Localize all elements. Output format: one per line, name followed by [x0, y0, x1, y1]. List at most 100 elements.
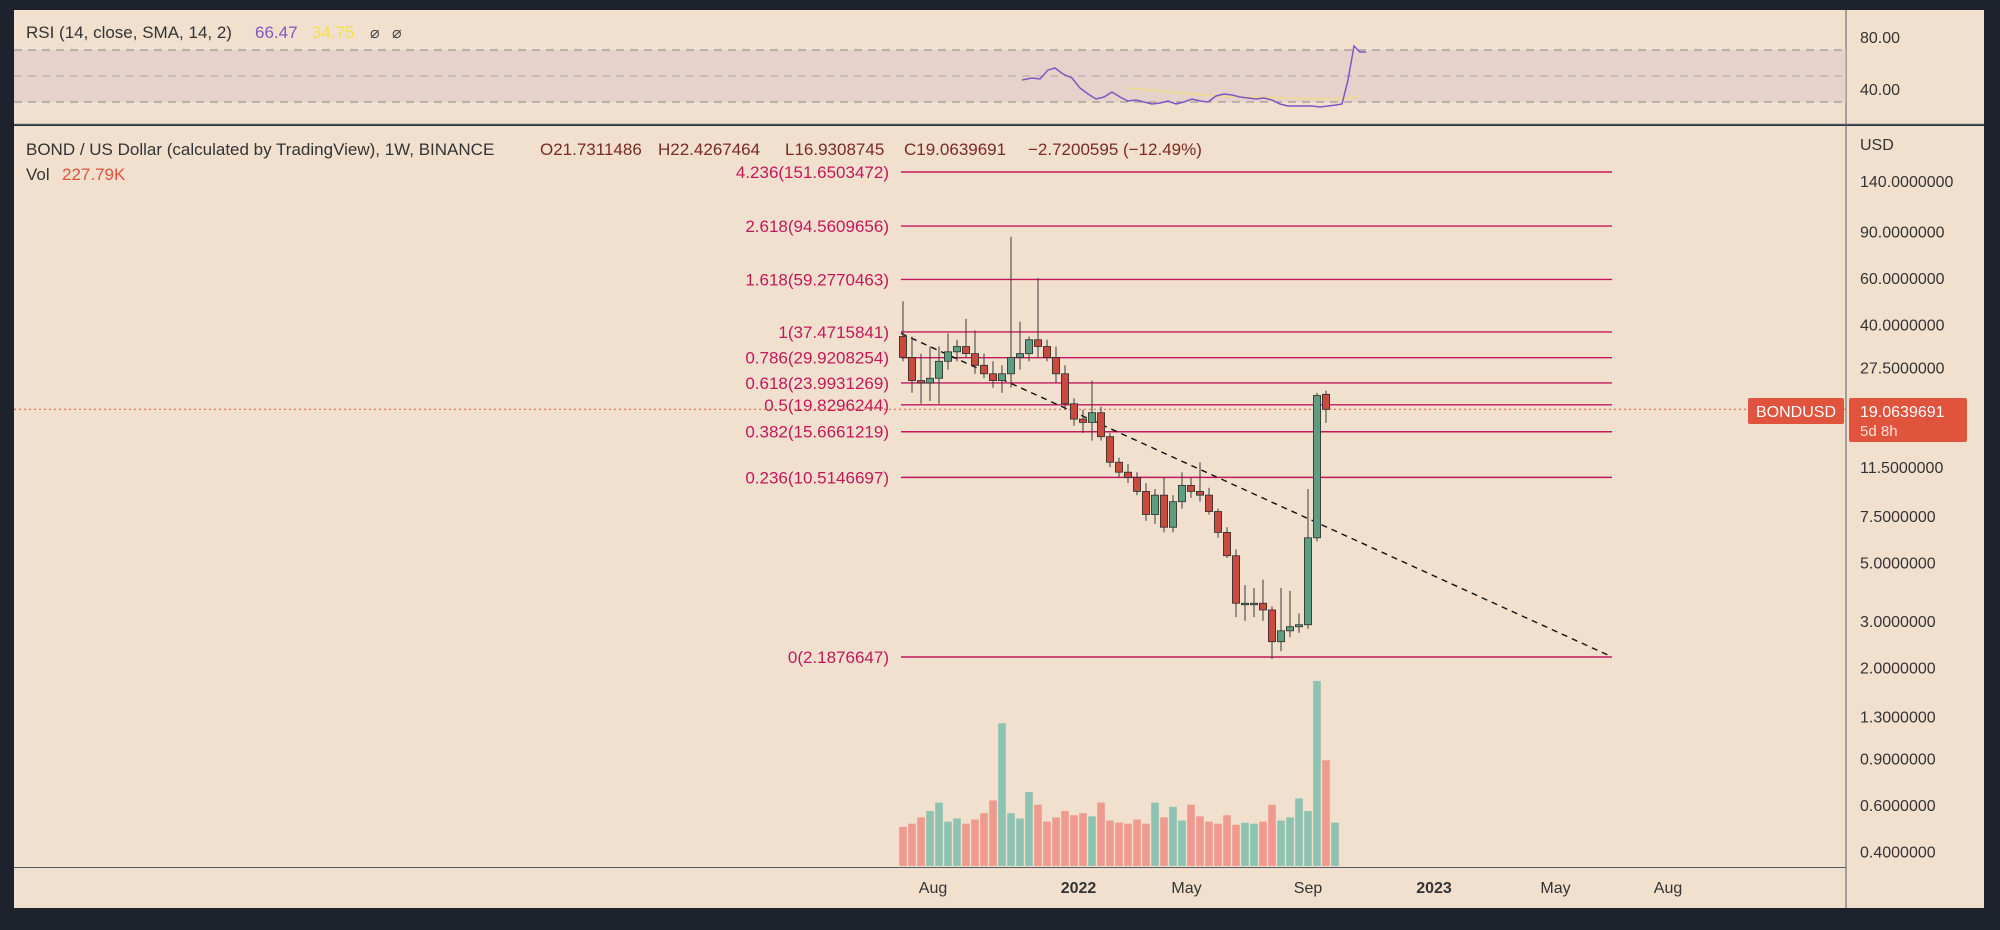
volume-bar [1232, 824, 1240, 866]
price-axis[interactable]: 140.0000000 90.0000000 60.0000000 40.000000… [1860, 174, 1954, 861]
fib-level-label: 2.618(94.5609656) [745, 217, 889, 236]
volume-bar [1223, 815, 1231, 866]
volume-bar [1088, 816, 1096, 866]
candle-body [899, 336, 908, 358]
volume-bar [1304, 811, 1312, 866]
rsi-sma-line [1127, 87, 1361, 100]
volume-bar [1205, 821, 1213, 866]
time-axis-label: May [1171, 880, 1201, 897]
price-axis-label: 0.9000000 [1860, 752, 1936, 769]
volume-bar [899, 826, 907, 866]
price-axis-label: 40.0000000 [1860, 317, 1945, 334]
volume-bar [1250, 823, 1258, 866]
candle-body [1133, 477, 1142, 492]
candle-body [917, 380, 926, 384]
candle-body [1151, 494, 1160, 515]
candle-body [1187, 485, 1196, 492]
candle-body [1286, 626, 1295, 632]
volume-bar [1115, 822, 1123, 866]
volume-bar [917, 817, 925, 866]
eye-off-icon[interactable]: ⌀ [392, 25, 402, 42]
rsi-title: RSI (14, close, SMA, 14, 2) [26, 23, 232, 42]
volume-bar [1169, 806, 1177, 866]
candle-body [935, 360, 944, 379]
rsi-axis-label-80: 80.00 [1860, 30, 1900, 47]
volume-bar [1133, 819, 1141, 866]
eye-off-icon[interactable]: ⌀ [370, 25, 380, 42]
volume-bar [1061, 811, 1069, 866]
time-axis[interactable]: Aug 2022 May Sep 2023 May Aug [919, 880, 1682, 897]
volume-bar [1214, 823, 1222, 866]
volume-bar [1052, 817, 1060, 866]
volume-bar [1106, 820, 1114, 866]
volume-bar [1043, 821, 1051, 866]
price-axis-label: 0.6000000 [1860, 798, 1936, 815]
rsi-legend[interactable]: RSI (14, close, SMA, 14, 2) 66.47 34.75 … [26, 23, 402, 42]
candle-body [1061, 373, 1070, 405]
volume-bar [1259, 821, 1267, 866]
current-price-tag: BONDUSD 19.0639691 5d 8h [1748, 398, 1967, 442]
candle-body [1097, 412, 1106, 438]
time-axis-label: May [1540, 880, 1570, 897]
time-axis-label: 2023 [1416, 880, 1452, 897]
candle-body [1277, 630, 1286, 643]
volume-bar [1178, 820, 1186, 866]
candle-body [1178, 485, 1187, 503]
fib-level-label: 0(2.1876647) [788, 648, 889, 667]
candle-body [1313, 395, 1322, 539]
ohlc-close: C19.0639691 [904, 140, 1006, 159]
volume-bar [980, 813, 988, 866]
candle-body [1025, 339, 1034, 355]
ohlc-high: H22.4267464 [658, 140, 760, 159]
volume-label: Vol [26, 165, 50, 184]
fib-level-label: 4.236(151.6503472) [736, 163, 889, 182]
symbol-legend[interactable]: BOND / US Dollar (calculated by TradingV… [26, 140, 1202, 184]
candle-body [1007, 357, 1016, 375]
candle-body [1223, 531, 1232, 557]
candle-body [1304, 537, 1313, 626]
candle-body [944, 351, 953, 362]
volume-bar [1196, 816, 1204, 866]
price-axis-label: 1.3000000 [1860, 710, 1936, 727]
fib-level-label: 0.382(15.6661219) [745, 423, 889, 442]
volume-bars [899, 681, 1339, 866]
rsi-line [1021, 44, 1366, 108]
volume-bar [1079, 813, 1087, 866]
volume-bar [1016, 818, 1024, 866]
volume-bar [962, 823, 970, 866]
volume-bar [998, 723, 1006, 866]
volume-bar [1124, 823, 1132, 866]
price-axis-label: 2.0000000 [1860, 660, 1936, 677]
volume-bar [1241, 822, 1249, 866]
descending-trendline[interactable] [900, 332, 1613, 658]
candle-body [1250, 602, 1259, 606]
volume-bar [1070, 815, 1078, 866]
ohlc-change: −2.7200595 (−12.49%) [1028, 140, 1202, 159]
candle-body [1016, 353, 1025, 358]
fib-level-label: 1(37.4715841) [778, 323, 889, 342]
volume-bar [1286, 817, 1294, 866]
volume-bar [926, 811, 934, 866]
candle-body [1322, 393, 1331, 410]
ohlc-open: O21.7311486 [540, 140, 642, 159]
symbol-title: BOND / US Dollar (calculated by TradingV… [26, 140, 494, 159]
price-axis-label: 60.0000000 [1860, 271, 1945, 288]
ohlc-low: L16.9308745 [785, 140, 884, 159]
candle-body [980, 364, 989, 375]
volume-bar [1331, 822, 1339, 866]
symbol-tag-label: BONDUSD [1756, 404, 1836, 421]
volume-bar [1268, 804, 1276, 866]
candle-body [1070, 403, 1079, 420]
volume-bar [1160, 817, 1168, 866]
rsi-sma-value: 34.75 [312, 23, 355, 42]
candle-body [1160, 494, 1169, 528]
candle-body [1034, 339, 1043, 347]
volume-bar [971, 819, 979, 866]
candle-body [1124, 471, 1133, 478]
fibonacci-levels[interactable]: 4.236(151.6503472) 2.618(94.5609656) 1.618… [736, 163, 1612, 667]
volume-value: 227.79K [62, 165, 126, 184]
price-axis-label: 7.5000000 [1860, 509, 1936, 526]
candle-body [926, 377, 935, 384]
candle-body [1088, 412, 1097, 423]
